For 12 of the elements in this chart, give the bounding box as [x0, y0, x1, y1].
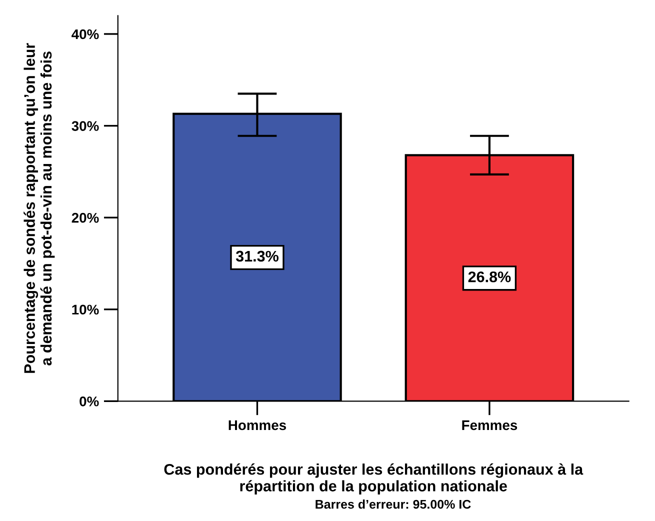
y-tick-label: 10%	[72, 304, 99, 315]
y-axis-title: Pourcentage de sondés rapportant qu’on leur a demandé un pot-de-vin au moins une fois	[24, 43, 55, 373]
x-tick-label: Hommes	[228, 420, 286, 430]
y-tick-label: 40%	[72, 29, 99, 40]
x-axis-title: Cas pondérés pour ajuster les échantillons régionaux à la répartition de la population nationale	[164, 463, 584, 494]
data-label: 31.3%	[236, 250, 278, 262]
y-tick-label: 20%	[72, 212, 99, 223]
data-label: 26.8%	[468, 271, 511, 282]
text: Barres d’erreur: 95.00% IC	[316, 500, 471, 509]
x-tick-label: Femmes	[462, 420, 518, 430]
y-tick-label: 0%	[80, 396, 99, 406]
y-tick-label: 30%	[72, 121, 99, 131]
